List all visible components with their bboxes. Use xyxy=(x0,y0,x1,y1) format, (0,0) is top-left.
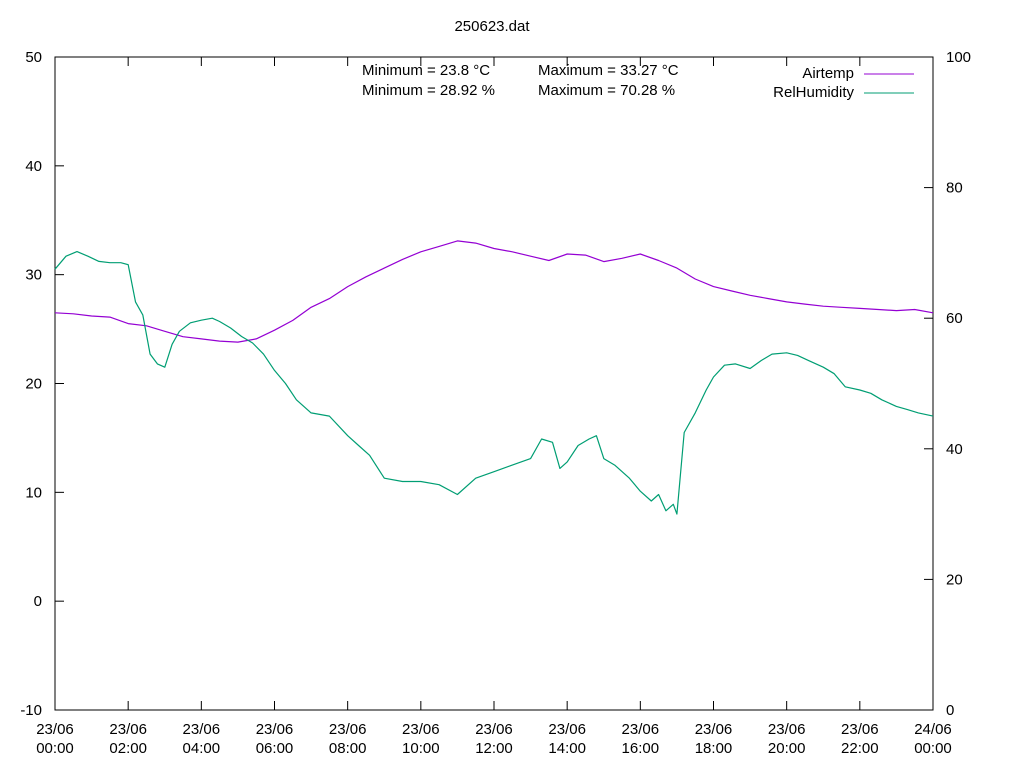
x-tick-date-label: 23/06 xyxy=(841,721,879,738)
axis-ticks: -10 0 10 20 30 40 50 0 20 40 60 80 100 23/06 00:00 23/0… xyxy=(20,49,971,757)
x-tick-date-label: 23/06 xyxy=(695,721,733,738)
y2-tick-label: 20 xyxy=(946,571,963,588)
x-tick-date-label: 23/06 xyxy=(109,721,147,738)
x-tick-time-label: 12:00 xyxy=(475,740,513,757)
x-tick-date-label: 23/06 xyxy=(622,721,660,738)
series-line-airtemp xyxy=(54,240,934,343)
x-tick-time-label: 06:00 xyxy=(256,740,294,757)
x-tick-date-label: 24/06 xyxy=(914,721,952,738)
x-tick-time-label: 08:00 xyxy=(329,740,367,757)
y-tick-label: 0 xyxy=(34,593,42,610)
series-line-relhumidity xyxy=(54,251,934,515)
x-tick-date-label: 23/06 xyxy=(329,721,367,738)
y-tick-label: 30 xyxy=(25,267,42,284)
y2-tick-label: 0 xyxy=(946,702,954,719)
y-tick-label: 40 xyxy=(25,158,42,175)
airtemp-min-annotation: Minimum = 23.8 °C xyxy=(362,62,490,79)
humidity-min-annotation: Minimum = 28.92 % xyxy=(362,82,495,99)
data-series xyxy=(54,240,934,515)
x-tick-date-label: 23/06 xyxy=(183,721,221,738)
x-tick-time-label: 10:00 xyxy=(402,740,440,757)
x-tick-date-label: 23/06 xyxy=(475,721,513,738)
x-tick-time-label: 20:00 xyxy=(768,740,806,757)
airtemp-max-annotation: Maximum = 33.27 °C xyxy=(538,62,679,79)
x-tick-time-label: 18:00 xyxy=(695,740,733,757)
x-tick-date-label: 23/06 xyxy=(768,721,806,738)
x-tick-time-label: 00:00 xyxy=(914,740,952,757)
y2-tick-label: 40 xyxy=(946,441,963,458)
x-tick-date-label: 23/06 xyxy=(548,721,586,738)
chart-title: 250623.dat xyxy=(454,18,530,35)
legend-label-relhumidity: RelHumidity xyxy=(773,84,854,101)
y2-tick-label: 80 xyxy=(946,180,963,197)
x-tick-time-label: 14:00 xyxy=(548,740,586,757)
x-tick-time-label: 02:00 xyxy=(109,740,147,757)
x-tick-date-label: 23/06 xyxy=(402,721,440,738)
legend: Airtemp RelHumidity xyxy=(773,65,914,101)
x-tick-time-label: 16:00 xyxy=(622,740,660,757)
x-tick-time-label: 04:00 xyxy=(183,740,221,757)
legend-label-airtemp: Airtemp xyxy=(802,65,854,82)
y-tick-label: 50 xyxy=(25,49,42,66)
x-tick-time-label: 22:00 xyxy=(841,740,879,757)
y2-tick-label: 60 xyxy=(946,310,963,327)
y-tick-label: -10 xyxy=(20,702,42,719)
stats-annotations: Minimum = 23.8 °C Maximum = 33.27 °C Min… xyxy=(362,62,679,99)
x-tick-time-label: 00:00 xyxy=(36,740,74,757)
x-tick-date-label: 23/06 xyxy=(256,721,294,738)
y2-tick-label: 100 xyxy=(946,49,971,66)
humidity-max-annotation: Maximum = 70.28 % xyxy=(538,82,675,99)
y-tick-label: 20 xyxy=(25,376,42,393)
y-tick-label: 10 xyxy=(25,484,42,501)
x-tick-date-label: 23/06 xyxy=(36,721,74,738)
